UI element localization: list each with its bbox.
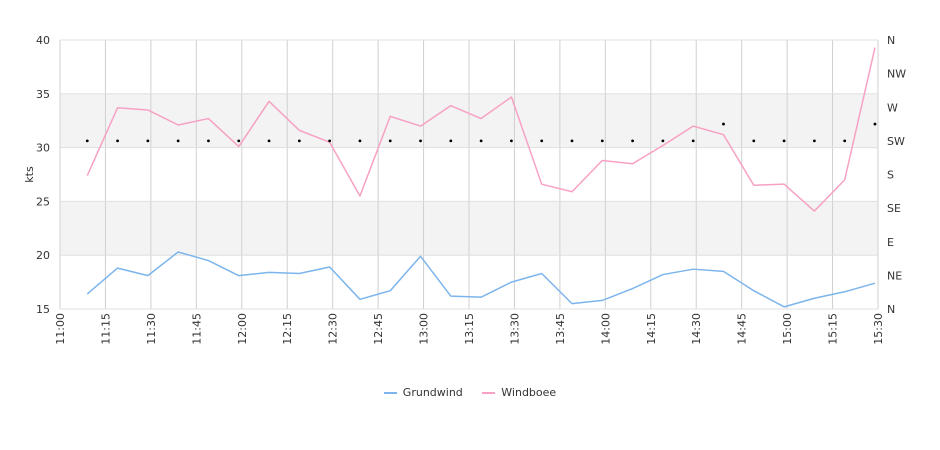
legend-swatch-grundwind (383, 392, 397, 394)
direction-marker (661, 139, 665, 143)
x-tick-label: 12:00 (236, 313, 249, 345)
x-tick-label: 13:45 (554, 313, 567, 345)
direction-marker (843, 139, 847, 143)
direction-marker (782, 139, 786, 143)
direction-tick-label: NE (887, 269, 902, 282)
direction-marker (631, 139, 634, 143)
x-tick-label: 15:15 (827, 313, 840, 345)
x-tick-label: 14:15 (645, 313, 658, 345)
y-tick-label: 35 (36, 88, 50, 101)
direction-marker (419, 139, 422, 143)
direction-marker (873, 122, 877, 126)
direction-marker (85, 139, 89, 143)
direction-marker (449, 139, 453, 143)
direction-marker (328, 139, 332, 143)
x-tick-label: 11:45 (190, 313, 203, 345)
y-tick-label: 25 (36, 195, 50, 208)
legend-item-windboee[interactable]: Windboee (482, 386, 556, 399)
direction-marker (479, 139, 483, 143)
x-tick-label: 13:30 (508, 313, 521, 345)
series-line-grundwind (86, 251, 876, 308)
x-tick-label: 12:30 (327, 313, 340, 345)
x-tick-label: 11:00 (54, 313, 67, 345)
x-tick-label: 12:45 (372, 313, 385, 345)
direction-tick-label: N (887, 303, 895, 316)
direction-marker (146, 139, 150, 143)
direction-marker (722, 122, 725, 126)
x-tick-label: 13:15 (463, 313, 476, 345)
direction-marker (176, 139, 180, 143)
direction-marker (752, 139, 756, 143)
x-tick-label: 12:15 (281, 313, 294, 345)
legend-swatch-windboee (482, 392, 496, 394)
direction-marker (691, 139, 695, 143)
x-tick-label: 15:00 (781, 313, 794, 345)
legend: Grundwind Windboee (0, 386, 940, 399)
direction-marker (237, 139, 241, 143)
direction-tick-label: N (887, 34, 895, 47)
direction-marker (570, 139, 574, 143)
direction-marker (267, 139, 271, 143)
x-tick-label: 11:15 (99, 313, 112, 345)
direction-marker (116, 139, 119, 143)
direction-marker (812, 139, 816, 143)
direction-marker (207, 139, 210, 143)
direction-marker (510, 139, 513, 143)
direction-marker (358, 139, 362, 143)
y-tick-label: 20 (36, 249, 50, 262)
x-tick-label: 14:45 (736, 313, 749, 345)
direction-marker (297, 139, 301, 143)
direction-tick-label: SE (887, 202, 901, 215)
y-tick-label: 40 (36, 34, 50, 47)
series-line-windboee (86, 47, 876, 212)
direction-marker (600, 139, 604, 143)
x-tick-label: 15:30 (872, 313, 885, 345)
legend-item-grundwind[interactable]: Grundwind (383, 386, 463, 399)
direction-tick-label: E (887, 236, 894, 249)
direction-tick-label: SW (887, 135, 905, 148)
x-tick-label: 14:00 (599, 313, 612, 345)
legend-label-windboee: Windboee (501, 386, 557, 399)
x-tick-label: 13:00 (418, 313, 431, 345)
x-tick-label: 14:30 (690, 313, 703, 345)
y-tick-label: 30 (36, 142, 50, 155)
y-tick-label: 15 (36, 303, 50, 316)
legend-label-grundwind: Grundwind (402, 386, 463, 399)
x-tick-label: 11:30 (145, 313, 158, 345)
direction-marker (540, 139, 544, 143)
direction-tick-label: S (887, 169, 894, 182)
direction-marker (388, 139, 392, 143)
y-axis-title: kts (23, 166, 36, 183)
direction-tick-label: W (887, 101, 898, 114)
direction-tick-label: NW (887, 68, 906, 81)
